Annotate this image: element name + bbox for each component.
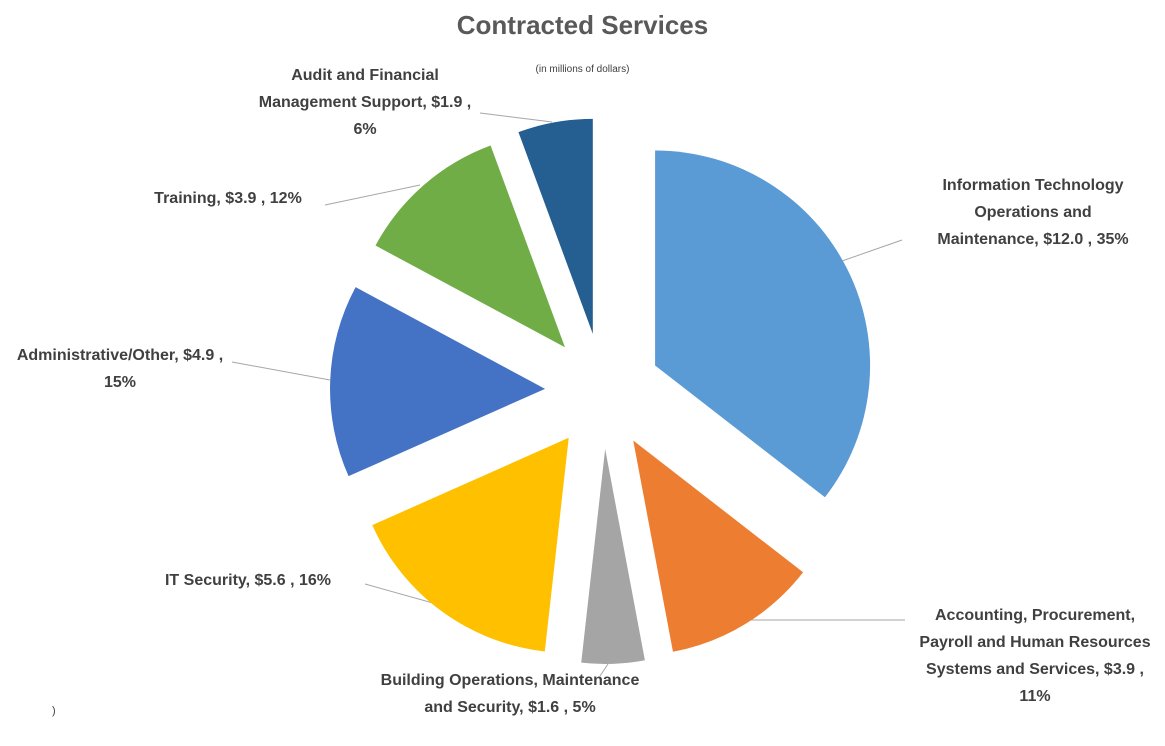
chart-title: Contracted Services: [456, 10, 709, 40]
pie-slice: [581, 448, 645, 664]
percent-label: 6%: [353, 121, 377, 138]
value-label: $1.9: [431, 94, 471, 111]
data-label: Accounting, Procurement, Payroll and Hum…: [915, 602, 1155, 710]
pie-slice: [655, 150, 871, 498]
category-label: Training: [154, 190, 225, 207]
category-label: Administrative/Other: [17, 347, 183, 364]
pie-slice: [330, 287, 546, 477]
data-label: Audit and Financial Management Support$1…: [258, 62, 473, 143]
percent-label: 11%: [1019, 688, 1051, 705]
pie-slice: [518, 118, 593, 334]
category-label: Building Operations, Maintenance and Sec…: [381, 672, 640, 716]
value-label: $3.9: [225, 190, 269, 207]
leader-line: [324, 184, 421, 206]
data-label: Training$3.912%: [108, 185, 348, 212]
pie-slice: [372, 437, 569, 652]
value-label: $4.9: [183, 347, 223, 364]
category-label: Accounting, Procurement, Payroll and Hum…: [919, 607, 1150, 678]
data-label: IT Security$5.616%: [118, 567, 378, 594]
pie-slice: [633, 440, 804, 652]
chart-subtitle: (in millions of dollars): [535, 64, 630, 75]
percent-label: 15%: [103, 374, 137, 391]
leader-line: [364, 583, 441, 606]
value-label: $12.0: [1043, 231, 1096, 248]
category-label: IT Security: [165, 572, 255, 589]
leader-line: [231, 361, 331, 381]
percent-label: 5%: [572, 699, 596, 716]
pie-slice: [375, 145, 565, 348]
value-label: $3.9: [1104, 661, 1144, 678]
category-label: Audit and Financial Management Support: [259, 67, 439, 111]
percent-label: 12%: [269, 190, 302, 207]
data-label: Building Operations, Maintenance and Sec…: [375, 667, 645, 721]
value-label: $1.6: [528, 699, 572, 716]
percent-label: 35%: [1096, 231, 1129, 248]
value-label: $5.6: [255, 572, 299, 589]
footnote: ): [52, 705, 56, 717]
data-label: Information Technology Operations and Ma…: [908, 172, 1158, 253]
percent-label: 16%: [298, 572, 332, 589]
leader-line: [479, 112, 553, 123]
data-label: Administrative/Other$4.9 15%: [15, 342, 225, 396]
leader-line: [599, 663, 609, 677]
